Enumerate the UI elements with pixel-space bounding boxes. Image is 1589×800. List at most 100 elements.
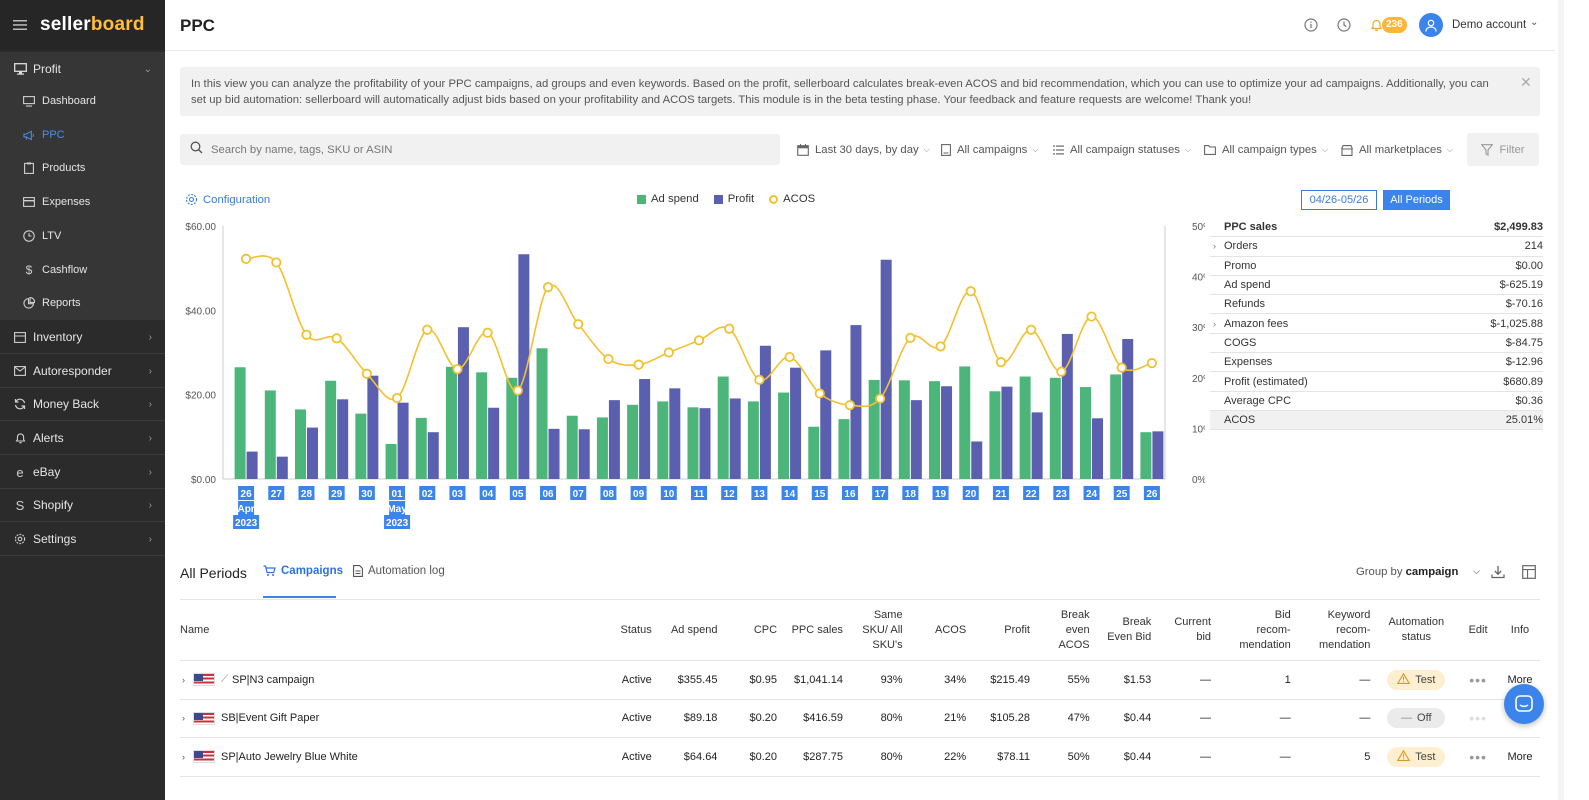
acos-point[interactable] (301, 329, 312, 340)
acos-point[interactable] (542, 282, 554, 293)
automation-status-badge[interactable]: — Off (1387, 708, 1446, 729)
search-box[interactable] (180, 134, 780, 165)
account-name[interactable]: Demo account (1452, 19, 1527, 31)
acos-point[interactable] (724, 323, 735, 334)
acos-point[interactable] (361, 368, 372, 379)
bar-ad-spend[interactable] (747, 401, 759, 479)
tab-automation-log[interactable]: Automation log (353, 565, 445, 577)
more-options-icon[interactable]: ••• (1469, 710, 1487, 727)
bar-ad-spend[interactable] (264, 390, 276, 479)
acos-point[interactable] (603, 353, 614, 365)
bar-profit[interactable] (880, 259, 892, 479)
sidebar-item-shopify[interactable]: S Shopify › (0, 488, 165, 522)
bar-profit[interactable] (669, 388, 681, 479)
table-row[interactable]: › SB|Event Gift Paper Active $89.18 $0.20 $41… (180, 699, 1540, 738)
acos-point[interactable] (814, 388, 825, 399)
acos-point[interactable] (633, 359, 644, 370)
bar-profit[interactable] (1152, 431, 1164, 479)
configuration-link[interactable]: Configuration (185, 193, 270, 206)
acos-point[interactable] (391, 392, 403, 404)
bar-profit[interactable] (427, 432, 439, 479)
sidebar-item-money-back[interactable]: Money Back › (0, 387, 165, 421)
bar-ad-spend[interactable] (687, 407, 699, 479)
col-ppc-sales[interactable]: PPC sales (783, 599, 849, 661)
bar-ad-spend[interactable] (627, 404, 639, 479)
bar-profit[interactable] (729, 398, 741, 479)
bar-ad-spend[interactable] (868, 379, 880, 479)
bar-ad-spend[interactable] (838, 419, 850, 479)
bar-profit[interactable] (1122, 339, 1134, 479)
acos-point[interactable] (331, 333, 342, 344)
campaign-name-label[interactable]: SP|N3 campaign (232, 673, 315, 686)
bar-profit[interactable] (1061, 333, 1073, 479)
acos-point[interactable] (965, 286, 976, 297)
more-options-icon[interactable]: ••• (1469, 748, 1487, 765)
bar-ad-spend[interactable] (778, 392, 790, 479)
bar-ad-spend[interactable] (566, 415, 578, 479)
logo[interactable]: sellerboard (40, 14, 145, 35)
bar-ad-spend[interactable] (415, 417, 427, 479)
bar-profit[interactable] (971, 441, 983, 479)
download-icon[interactable] (1491, 565, 1505, 584)
acos-point[interactable] (995, 357, 1007, 368)
bar-profit[interactable] (639, 379, 651, 479)
acos-point[interactable] (452, 364, 463, 375)
col-status[interactable]: Status (603, 599, 658, 661)
bar-ad-spend[interactable] (959, 366, 971, 479)
col-same-sku[interactable]: Same SKU/ All SKU's (848, 599, 909, 661)
chevron-right-icon[interactable]: › (182, 751, 185, 762)
sidebar-item-expenses[interactable]: Expenses (0, 185, 165, 219)
col-ad-spend[interactable]: Ad spend (657, 599, 724, 661)
bar-ad-spend[interactable] (234, 367, 246, 479)
acos-point[interactable] (240, 253, 252, 264)
automation-status-badge[interactable]: Test (1387, 746, 1446, 767)
bar-profit[interactable] (759, 345, 771, 479)
hamburger-menu-icon[interactable] (0, 0, 40, 50)
automation-status-badge[interactable]: Test (1387, 669, 1446, 690)
bar-profit[interactable] (518, 254, 530, 479)
bar-ad-spend[interactable] (294, 409, 306, 479)
chevron-down-icon[interactable]: ⌄ (1530, 17, 1539, 28)
col-automation-status[interactable]: Automation status (1376, 599, 1457, 661)
sidebar-item-cashflow[interactable]: $ Cashflow (0, 253, 165, 287)
marketplace-filter[interactable]: All marketplaces ⌵ (1341, 142, 1453, 158)
avatar[interactable] (1419, 13, 1443, 37)
legend-acos[interactable]: ACOS (769, 193, 815, 205)
bar-profit[interactable] (246, 451, 258, 479)
bar-profit[interactable] (578, 429, 590, 479)
filter-button[interactable]: Filter (1467, 133, 1539, 166)
bar-ad-spend[interactable] (385, 444, 397, 479)
info-icon[interactable] (1304, 18, 1318, 32)
acos-point[interactable] (663, 347, 674, 358)
bar-ad-spend[interactable] (898, 380, 910, 479)
sidebar-item-dashboard[interactable]: Dashboard (0, 84, 165, 118)
bar-profit[interactable] (820, 350, 832, 479)
history-icon[interactable] (1337, 18, 1351, 32)
acos-point[interactable] (1116, 362, 1127, 373)
sidebar-item-alerts[interactable]: Alerts › (0, 421, 165, 455)
bar-ad-spend[interactable] (1080, 387, 1092, 479)
sidebar-item-autoresponder[interactable]: Autoresponder › (0, 354, 165, 388)
bell-icon[interactable] (1370, 18, 1384, 32)
col-keyword-recommendation[interactable]: Keyword recom-mendation (1296, 599, 1377, 661)
more-link[interactable]: More (1507, 673, 1533, 686)
bar-ad-spend[interactable] (1049, 377, 1061, 479)
col-break-even-bid[interactable]: Break Even Bid (1095, 599, 1158, 661)
bar-ad-spend[interactable] (989, 391, 1001, 479)
acos-point[interactable] (1056, 366, 1067, 377)
sidebar-item-ltv[interactable]: LTV (0, 219, 165, 253)
col-cpc[interactable]: CPC (723, 599, 784, 661)
sidebar-item-settings[interactable]: Settings › (0, 522, 165, 556)
bar-profit[interactable] (910, 400, 922, 479)
chevron-down-icon[interactable]: ⌵ (1473, 566, 1480, 576)
chevron-right-icon[interactable]: › (1213, 318, 1216, 329)
acos-point[interactable] (1146, 358, 1158, 369)
table-row[interactable]: › ⟋ SP|N3 campaign Active $355.45 $0.95 $1,041… (180, 660, 1540, 700)
period-range[interactable]: 04/26-05/26 (1301, 190, 1377, 210)
col-name[interactable]: Name (180, 599, 604, 661)
group-by-select[interactable]: Group by campaign (1356, 566, 1458, 578)
legend-ad-spend[interactable]: Ad spend (637, 193, 699, 205)
bar-profit[interactable] (1092, 418, 1104, 479)
bar-ad-spend[interactable] (717, 376, 729, 479)
chevron-right-icon[interactable]: › (1213, 241, 1216, 252)
